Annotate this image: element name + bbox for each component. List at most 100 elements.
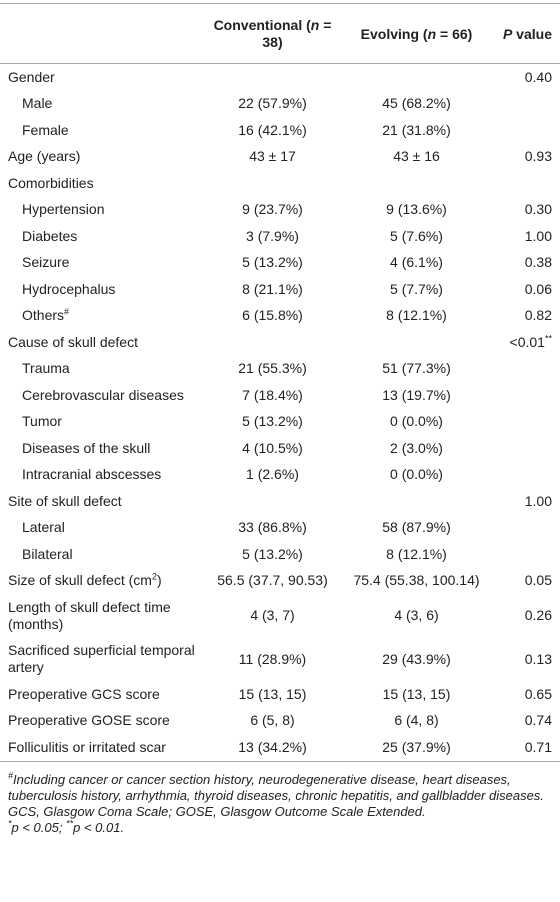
table-row: Male 22 (57.9%) 45 (68.2%) — [0, 91, 560, 118]
row-label-text: Cerebrovascular diseases — [22, 386, 184, 403]
header-row: Conventional (n = 38) Evolving (n = 66) … — [0, 3, 560, 64]
table-row: Folliculitis or irritated scar 13 (34.2%)… — [0, 734, 560, 762]
table-row: Lateral 33 (86.8%) 58 (87.9%) — [0, 515, 560, 542]
cell-text: 7 (18.4%) — [242, 386, 303, 403]
evolving-cell: 58 (87.9%) — [340, 515, 493, 542]
row-label: Age (years) — [0, 144, 205, 171]
cell-text: 9 (23.7%) — [242, 201, 303, 218]
p-value-cell — [493, 462, 560, 489]
p-value-cell: 0.71 — [493, 734, 560, 762]
row-label-text: ) — [156, 572, 162, 589]
conventional-cell: 9 (23.7%) — [205, 197, 340, 224]
cell-text: 29 (43.9%) — [382, 650, 451, 667]
table-row: Age (years) 43 ± 17 43 ± 16 0.93 — [0, 144, 560, 171]
cell-text: 5 (13.2%) — [242, 413, 303, 430]
cell-text: 0.06 — [524, 280, 552, 297]
cell-text: 0.40 — [524, 68, 552, 85]
cell-text: 0.65 — [524, 685, 552, 702]
p-value-cell — [493, 91, 560, 118]
conventional-cell: 8 (21.1%) — [205, 276, 340, 303]
cell-text: 0.26 — [524, 607, 552, 624]
cell-text: 0.71 — [524, 738, 552, 755]
conventional-cell: 6 (15.8%) — [205, 303, 340, 330]
cell-text: 4 (6.1%) — [390, 254, 443, 271]
table-row: Length of skull defect time (months) 4 (3… — [0, 594, 560, 638]
p-value-cell — [493, 170, 560, 197]
row-label-sup: 2 — [151, 571, 157, 582]
cell-text: 13 (34.2%) — [238, 738, 307, 755]
row-label-text: Length of skull defect time (months) — [8, 598, 171, 632]
p-value-cell: 0.40 — [493, 64, 560, 91]
evolving-cell: 8 (12.1%) — [340, 541, 493, 568]
row-label-text: Folliculitis or irritated scar — [8, 738, 166, 755]
header-text: = 38) — [262, 17, 332, 50]
cell-text: 0.93 — [524, 148, 552, 165]
conventional-cell: 16 (42.1%) — [205, 117, 340, 144]
evolving-cell: 75.4 (55.38, 100.14) — [340, 568, 493, 595]
p-value-cell — [493, 356, 560, 383]
row-label: Female — [0, 117, 205, 144]
p-value-cell: <0.01** — [493, 329, 560, 356]
row-label: Folliculitis or irritated scar — [0, 734, 205, 762]
cell-text: 8 (12.1%) — [386, 307, 447, 324]
table-row: Sacrificed superficial temporal artery 11… — [0, 638, 560, 682]
cell-text: 75.4 (55.38, 100.14) — [353, 572, 480, 589]
table-row: Intracranial abscesses 1 (2.6%) 0 (0.0%) — [0, 462, 560, 489]
cell-text: 0.82 — [524, 307, 552, 324]
cell-text: 43 ± 16 — [393, 148, 440, 165]
evolving-cell: 15 (13, 15) — [340, 681, 493, 708]
header-text: = 66) — [436, 25, 473, 42]
p-value-cell — [493, 435, 560, 462]
row-label-text: Sacrificed superficial temporal artery — [8, 642, 195, 676]
p-value-cell: 0.30 — [493, 197, 560, 224]
evolving-cell: 13 (19.7%) — [340, 382, 493, 409]
conventional-cell: 22 (57.9%) — [205, 91, 340, 118]
page: {"table": { "columns": [ ["Conventional … — [0, 3, 560, 902]
table-row: Gender 0.40 — [0, 64, 560, 91]
conventional-cell: 43 ± 17 — [205, 144, 340, 171]
cell-text: 0.74 — [524, 712, 552, 729]
footnote: *p < 0.05; **p < 0.01. — [8, 818, 552, 836]
cell-text: 5 (13.2%) — [242, 545, 303, 562]
evolving-cell: 8 (12.1%) — [340, 303, 493, 330]
footnote-mark: ** — [66, 818, 74, 829]
table-row: Tumor 5 (13.2%) 0 (0.0%) — [0, 409, 560, 436]
header-text: n — [427, 25, 437, 42]
cell-text: 58 (87.9%) — [382, 519, 451, 536]
p-value-cell: 0.26 — [493, 594, 560, 638]
conventional-cell: 7 (18.4%) — [205, 382, 340, 409]
table-row: Preoperative GCS score 15 (13, 15) 15 (13,… — [0, 681, 560, 708]
row-label-text: Seizure — [22, 254, 70, 271]
row-label: Hydrocephalus — [0, 276, 205, 303]
row-label: Preoperative GOSE score — [0, 708, 205, 735]
evolving-cell: 51 (77.3%) — [340, 356, 493, 383]
row-label: Hypertension — [0, 197, 205, 224]
cell-text: 5 (7.6%) — [390, 227, 443, 244]
p-value-cell: 1.00 — [493, 223, 560, 250]
table-row: Hydrocephalus 8 (21.1%) 5 (7.7%) 0.06 — [0, 276, 560, 303]
row-label-text: Site of skull defect — [8, 492, 122, 509]
footnote-text: p < 0.01. — [73, 819, 125, 835]
table-row: Diabetes 3 (7.9%) 5 (7.6%) 1.00 — [0, 223, 560, 250]
row-label: Trauma — [0, 356, 205, 383]
evolving-cell: 21 (31.8%) — [340, 117, 493, 144]
table-row: Hypertension 9 (23.7%) 9 (13.6%) 0.30 — [0, 197, 560, 224]
row-label-text: Male — [22, 95, 53, 112]
p-value-sup: ** — [544, 333, 552, 344]
p-value-cell: 0.06 — [493, 276, 560, 303]
table-row: Trauma 21 (55.3%) 51 (77.3%) — [0, 356, 560, 383]
p-value-cell — [493, 541, 560, 568]
evolving-cell: 4 (6.1%) — [340, 250, 493, 277]
cell-text: 5 (13.2%) — [242, 254, 303, 271]
cell-text: 0.05 — [524, 572, 552, 589]
table-row: Cerebrovascular diseases 7 (18.4%) 13 (19.… — [0, 382, 560, 409]
row-label: Intracranial abscesses — [0, 462, 205, 489]
conventional-cell: 1 (2.6%) — [205, 462, 340, 489]
conventional-cell: 6 (5, 8) — [205, 708, 340, 735]
conventional-cell: 15 (13, 15) — [205, 681, 340, 708]
p-value-cell: 0.05 — [493, 568, 560, 595]
cell-text: 0.13 — [524, 650, 552, 667]
conventional-cell: 4 (3, 7) — [205, 594, 340, 638]
header-text: Conventional ( — [213, 17, 311, 33]
header-cell: Evolving (n = 66) — [340, 3, 493, 64]
